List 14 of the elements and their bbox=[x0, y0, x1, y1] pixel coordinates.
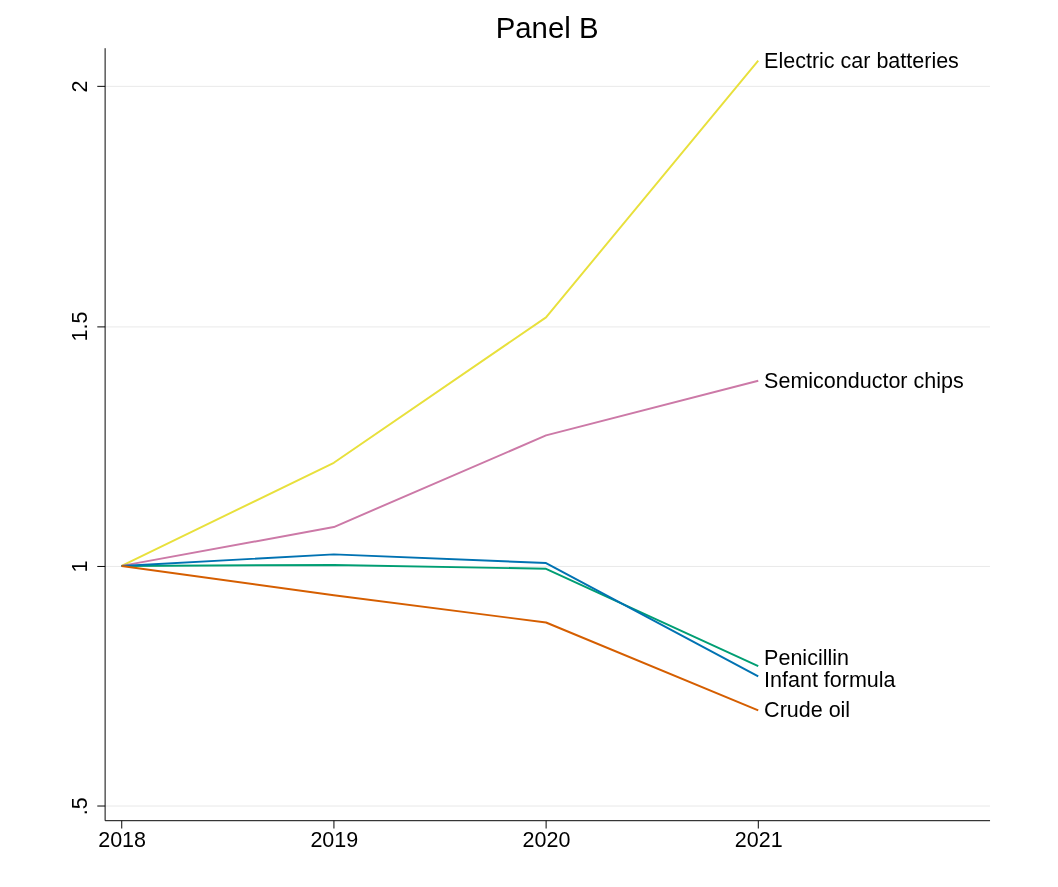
x-tick-label: 2019 bbox=[310, 828, 359, 853]
y-tick-label: .5 bbox=[67, 797, 92, 816]
x-tick-label: 2020 bbox=[522, 828, 571, 853]
x-tick-label: 2021 bbox=[734, 828, 783, 853]
y-tick-label: 1.5 bbox=[67, 311, 92, 342]
line-series bbox=[120, 59, 760, 567]
series-label: Electric car batteries bbox=[764, 48, 959, 73]
y-tick-label: 1 bbox=[67, 560, 92, 573]
x-tick-label: 2018 bbox=[98, 828, 147, 853]
y-tick-label: 2 bbox=[67, 80, 92, 93]
series-label: Crude oil bbox=[764, 698, 851, 723]
series-label: Semiconductor chips bbox=[764, 368, 964, 393]
line-series bbox=[120, 564, 760, 712]
chart-title: Panel B bbox=[495, 10, 599, 44]
